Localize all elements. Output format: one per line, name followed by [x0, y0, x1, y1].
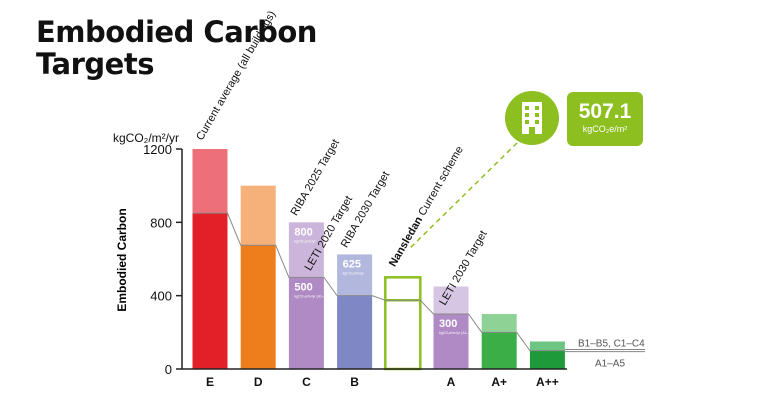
- annotation-text: Current scheme: [415, 144, 466, 220]
- bar-segment-b1-c4: [433, 286, 469, 314]
- bar-value-sublabel: kgCO₂e/m²/yr (A1–A5 only): [294, 294, 336, 298]
- bar-annotation: Current average (all buildings): [194, 9, 278, 143]
- bar-value-label: 625: [343, 258, 361, 270]
- legend-label-b1-c4: B1–B5, C1–C4: [578, 339, 645, 350]
- y-tick-label: 800: [150, 215, 172, 230]
- title-line-2: Targets: [36, 47, 154, 81]
- bar-segment-b1-c4: [288, 222, 324, 278]
- x-tick-label: A+: [491, 375, 507, 389]
- bar-segment-a1-a5: [288, 277, 324, 369]
- y-tick-label: 400: [150, 289, 172, 304]
- bar-segment-b1-c4: [337, 254, 373, 296]
- bar-annotation: RIBA 2025 Target: [289, 137, 342, 218]
- bar-segment-b1-c4: [384, 276, 422, 302]
- page-title: Embodied Carbon Targets: [36, 16, 317, 80]
- callout-leader-line: [410, 139, 521, 248]
- y-tick-label: 1200: [143, 142, 172, 157]
- bar-annotation: Nansledan Current scheme: [387, 144, 466, 269]
- bar-value-sublabel: kgCO₂e/m²/yr: [294, 239, 316, 243]
- bar-value-sublabel: kgCO₂e/m²/yr: [343, 271, 365, 275]
- callout-value: 507.1: [578, 100, 632, 123]
- title-line-1: Embodied Carbon: [36, 15, 317, 49]
- bar-value-label: 300: [439, 318, 457, 330]
- bar-segment-a1-a5: [192, 213, 228, 369]
- x-tick-label: A: [447, 375, 456, 389]
- legend-label-a1-a5: A1–A5: [595, 359, 625, 370]
- x-tick-label: C: [302, 375, 311, 389]
- callout-unit: kgCO₂e/m²: [582, 124, 628, 134]
- building-icon: [505, 91, 559, 145]
- bar-segment-b1-c4: [529, 341, 565, 351]
- callout-box: 507.1 kgCO₂e/m²: [567, 92, 643, 146]
- bar-segment-a1-a5: [481, 332, 517, 369]
- bar-value-label: 800: [294, 226, 312, 238]
- bar-segment-a1-a5: [337, 295, 373, 369]
- bar-segment-b1-c4: [481, 314, 517, 333]
- bar-segment-b1-c4: [240, 185, 276, 246]
- bar-value-sublabel: kgCO₂e/m²/yr (A1–A5 only): [439, 331, 481, 335]
- x-tick-label: B: [350, 375, 359, 389]
- a1-a5-connector-line: [192, 212, 565, 352]
- x-tick-label: E: [206, 375, 214, 389]
- bar-segment-a1-a5: [529, 350, 565, 369]
- bar-segment-a1-a5: [433, 314, 469, 369]
- y-axis-label: Embodied Carbon: [115, 208, 129, 311]
- bar-segment-b1-c4: [192, 149, 228, 214]
- y-tick-label: 0: [165, 362, 172, 377]
- annotation-bold: Nansledan: [387, 214, 425, 268]
- bar-value-label: 500: [294, 281, 312, 293]
- y-unit-label: kgCO₂/m²/yr: [113, 131, 179, 145]
- x-tick-label: A++: [536, 375, 559, 389]
- x-tick-label: D: [254, 375, 263, 389]
- bar-segment-a1-a5: [384, 299, 422, 371]
- bar-segment-a1-a5: [240, 245, 276, 369]
